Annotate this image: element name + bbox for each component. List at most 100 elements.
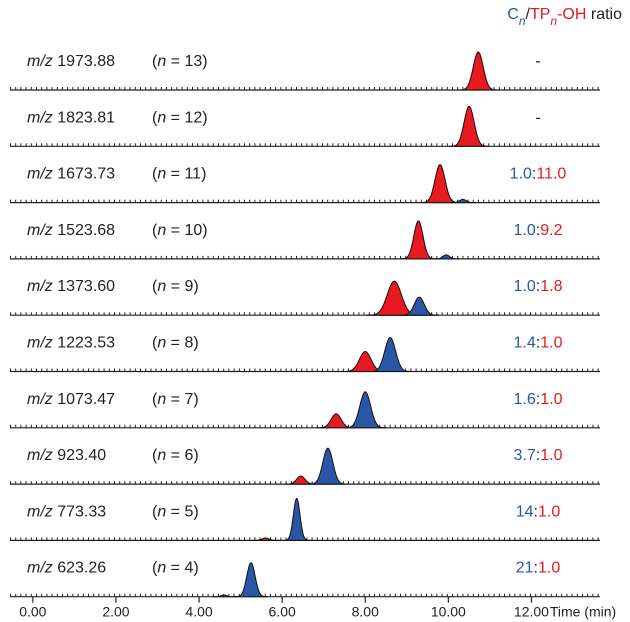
ratio: 1.0:11.0 [510, 166, 567, 183]
mz-label-part: m/z [27, 447, 53, 464]
mz-label-part: 623.26 [53, 560, 106, 577]
ratio-part: 1.0 [510, 166, 532, 183]
n-label-part: n [157, 504, 166, 521]
chart-title: Cn/TPn-OH ratio [507, 6, 622, 28]
x-tick-label: 6.00 [269, 603, 296, 619]
x-tick-label: 4.00 [185, 603, 212, 619]
n-label-part: ( [152, 278, 158, 295]
mz-label: m/z 623.26 [27, 560, 106, 577]
n-label-part: = 7) [166, 391, 198, 408]
ratio-part: 1.0 [540, 391, 562, 408]
mz-label: m/z 1973.88 [27, 53, 115, 70]
n-label-part: = 6) [166, 447, 198, 464]
peak [458, 51, 499, 91]
mz-label: m/z 923.40 [27, 447, 106, 464]
ratio: 1.0:9.2 [514, 222, 563, 239]
mz-label: m/z 1223.53 [27, 335, 115, 352]
peak [283, 497, 311, 541]
ratio-part: 1.4 [514, 335, 536, 352]
ratio: - [535, 53, 540, 70]
n-label: (n = 12) [152, 110, 208, 127]
mz-label-part: 1073.47 [53, 391, 115, 408]
peak [234, 562, 268, 598]
peak [420, 164, 460, 204]
ratio-part: 9.2 [540, 222, 562, 239]
mz-label: m/z 1823.81 [27, 110, 115, 127]
n-label: (n = 13) [152, 53, 208, 70]
n-label: (n = 7) [152, 391, 199, 408]
n-label-part: ( [152, 560, 158, 577]
n-label-part: = 11) [166, 166, 206, 183]
ratio-part: : [534, 560, 538, 577]
ratio: - [535, 110, 540, 127]
n-label-part: = 8) [166, 335, 198, 352]
mz-label-part: m/z [27, 335, 53, 352]
mz-label-part: 1673.73 [53, 166, 115, 183]
ratio-part: 1.6 [514, 391, 536, 408]
mz-label-part: m/z [27, 278, 53, 295]
n-label-part: n [157, 110, 166, 127]
ratio-part: 1.0 [538, 504, 560, 521]
ratio-part: 11.0 [536, 166, 566, 183]
peak [449, 105, 490, 147]
ratio-part: 1.0 [514, 278, 536, 295]
n-label: (n = 10) [152, 222, 208, 239]
mz-label-part: 923.40 [53, 447, 106, 464]
mz-label-part: 1223.53 [53, 335, 115, 352]
mz-label-part: m/z [27, 391, 53, 408]
n-label-part: ( [152, 335, 158, 352]
ratio: 1.4:1.0 [514, 335, 563, 352]
mz-label-part: 1973.88 [53, 53, 115, 70]
peak [432, 254, 460, 260]
mz-label: m/z 1523.68 [27, 222, 115, 239]
mz-label-part: 773.33 [53, 504, 106, 521]
n-label-part: = 12) [166, 110, 207, 127]
x-axis-label: Time (min) [550, 603, 616, 619]
title-part: -OH [557, 6, 586, 23]
x-tick-label: 0.00 [19, 603, 46, 619]
title-part: C [507, 6, 519, 23]
mz-label-part: 1373.60 [53, 278, 115, 295]
n-label-part: n [157, 335, 166, 352]
title-part: ratio [586, 6, 622, 23]
peak [212, 594, 236, 598]
ratio-part: - [535, 110, 540, 127]
x-tick-label: 10.00 [431, 603, 466, 619]
n-label-part: ( [152, 447, 158, 464]
ratio-part: 1.0 [540, 335, 562, 352]
peak [399, 296, 440, 316]
n-label-part: ( [152, 222, 158, 239]
n-label-part: = 13) [166, 53, 207, 70]
mz-label-part: 1523.68 [53, 222, 115, 239]
ratio-part: 14 [516, 504, 534, 521]
n-label-part: ( [152, 110, 158, 127]
ratio: 21:1.0 [516, 560, 561, 577]
x-tick-label: 12.00 [514, 603, 549, 619]
ratio-part: : [536, 335, 540, 352]
ratio: 1.6:1.0 [514, 391, 563, 408]
mz-label-part: m/z [27, 222, 53, 239]
x-tick-label: 8.00 [352, 603, 379, 619]
ratio-part: 1.0 [514, 222, 536, 239]
ratio-part: 1.0 [538, 560, 560, 577]
peak [252, 537, 279, 541]
n-label-part: n [157, 53, 166, 70]
ratio-part: - [535, 53, 540, 70]
peak [449, 198, 477, 204]
peak [307, 447, 348, 485]
n-label: (n = 9) [152, 278, 199, 295]
mz-label: m/z 1373.60 [27, 278, 115, 295]
mz-label-part: 1823.81 [53, 110, 115, 127]
mz-label-part: m/z [27, 166, 53, 183]
ratio-part: 1.0 [540, 447, 562, 464]
n-label-part: n [157, 391, 166, 408]
n-label-part: ( [152, 504, 158, 521]
n-label: (n = 5) [152, 504, 199, 521]
mz-label: m/z 773.33 [27, 504, 106, 521]
mz-label-part: m/z [27, 504, 53, 521]
title-part: TP [530, 6, 550, 23]
mz-label: m/z 1673.73 [27, 166, 115, 183]
ratio-part: 3.7 [514, 447, 536, 464]
mz-label-part: m/z [27, 110, 53, 127]
